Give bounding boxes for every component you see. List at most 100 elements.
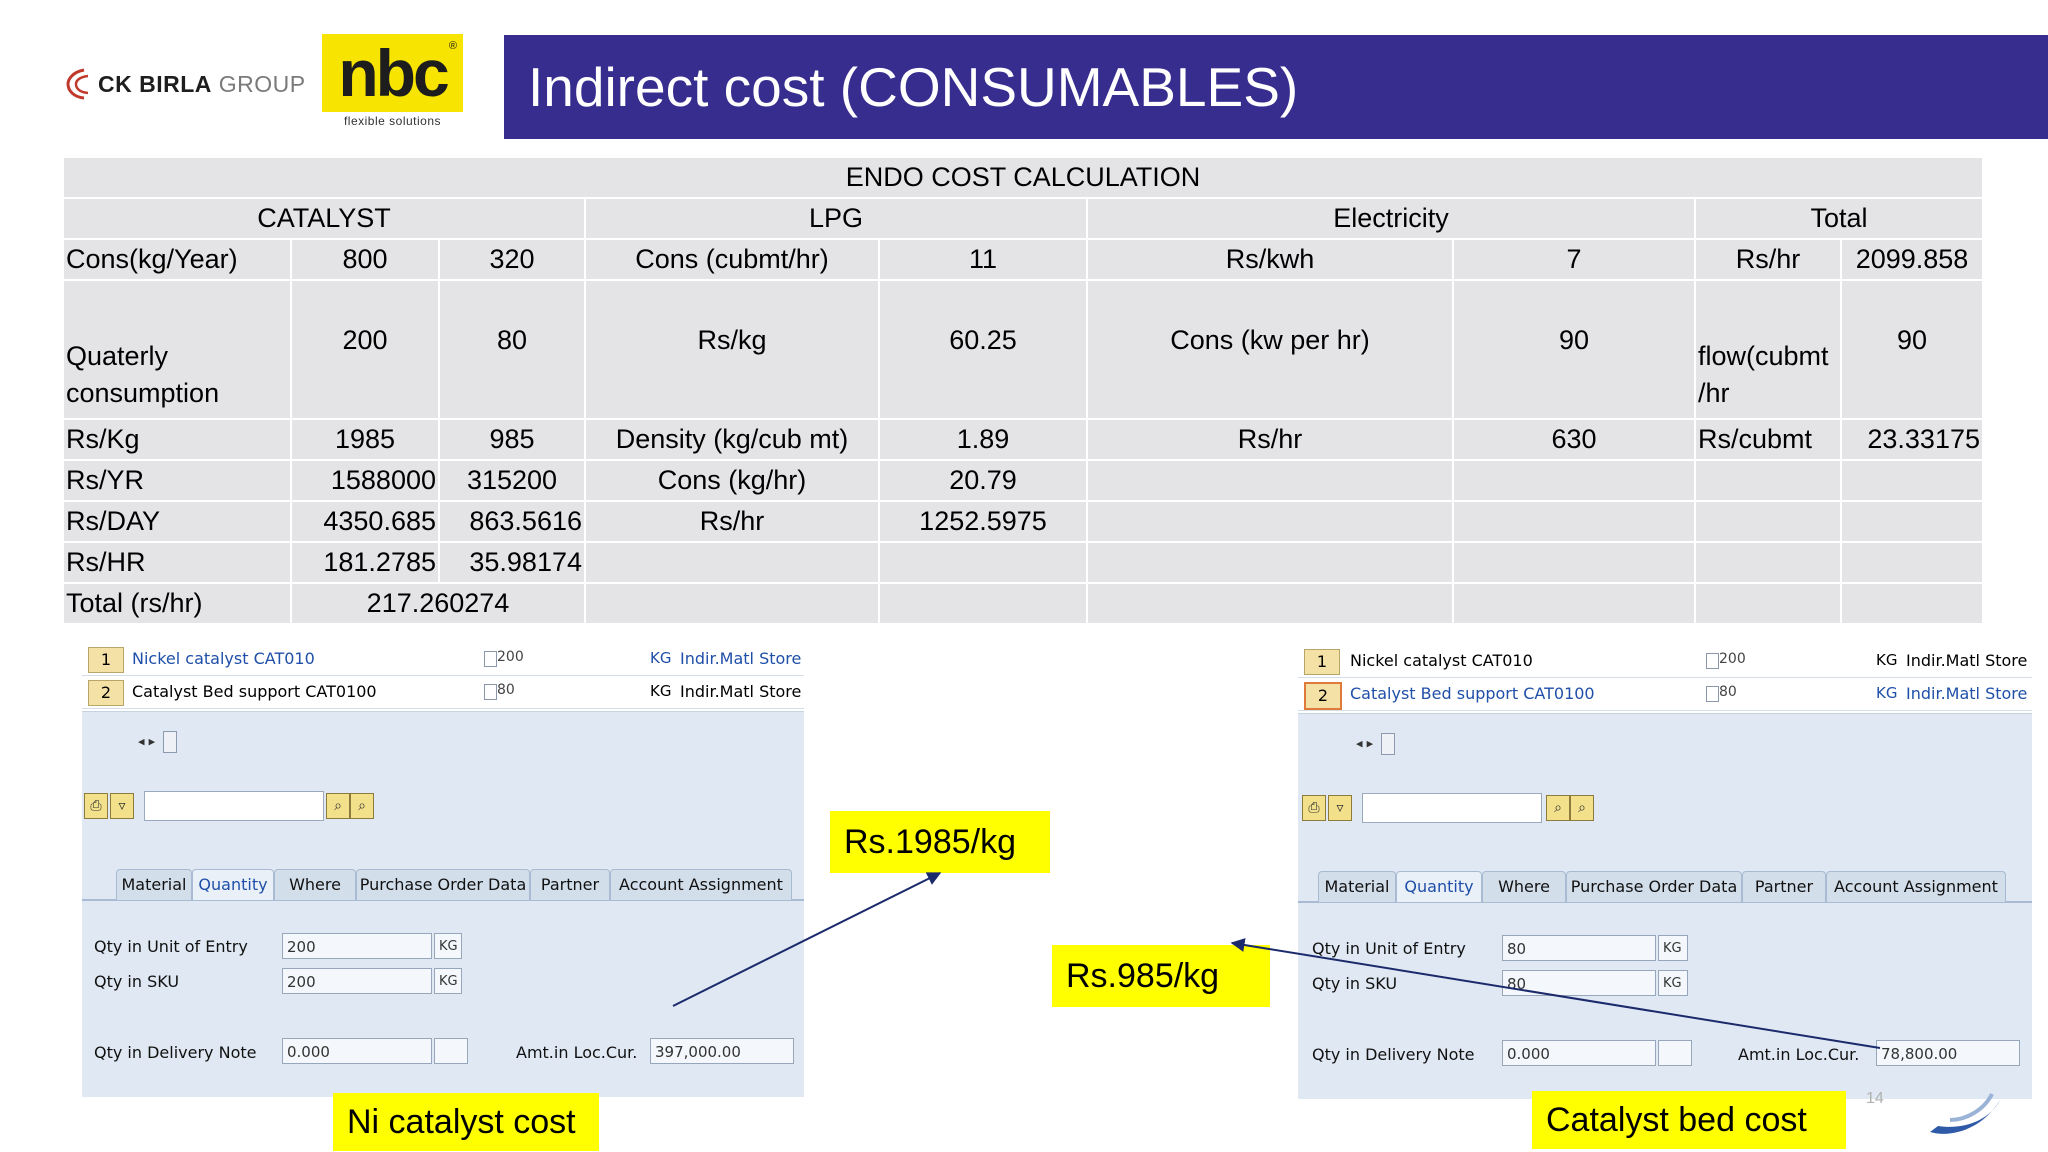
callout-catalyst-bed-cost: Catalyst bed cost xyxy=(1532,1091,1846,1149)
checkbox[interactable] xyxy=(484,651,497,667)
table-cell xyxy=(1840,541,1984,584)
quantity-cell: 200 xyxy=(1719,651,1746,667)
table-cell: Rs/cubmt xyxy=(1694,418,1842,461)
table-row[interactable]: 1 Nickel catalyst CAT010 200 KG Indir.Ma… xyxy=(82,643,804,676)
nbc-logo: nbc ® flexible solutions xyxy=(322,34,463,131)
qty-sku-uom[interactable]: KG xyxy=(434,968,462,994)
tab-where[interactable]: Where xyxy=(1482,871,1566,902)
tab-strip: Material Quantity Where Purchase Order D… xyxy=(82,869,804,901)
grid-scroll-control[interactable]: ◂ ▸ xyxy=(138,731,178,753)
endo-cost-table: ENDO COST CALCULATION CATALYST LPG Elect… xyxy=(62,156,1984,625)
table-row-total: Total (rs/hr) 217.260274 xyxy=(62,582,1984,625)
table-cell: 800 xyxy=(290,238,440,281)
qty-sku-uom[interactable]: KG xyxy=(1658,970,1688,996)
find-input[interactable] xyxy=(144,791,324,821)
quantity-cell: 80 xyxy=(1719,684,1737,700)
table-cell: Rs/Kg xyxy=(62,418,292,461)
table-cell: 90 xyxy=(1452,279,1696,420)
toolbar: ⎙ ▿ ⌕ ⌕ xyxy=(82,789,804,823)
qty-delivery-note-uom[interactable] xyxy=(434,1038,468,1064)
qty-sku-label: Qty in SKU xyxy=(1312,974,1398,993)
table-cell xyxy=(1086,500,1454,543)
table-cell xyxy=(1840,500,1984,543)
material-cell: Catalyst Bed support CAT0100 xyxy=(1350,684,1595,703)
amount-local-currency-label: Amt.in Loc.Cur. xyxy=(1738,1045,1860,1064)
tab-purchase-order-data[interactable]: Purchase Order Data xyxy=(1566,871,1742,902)
tab-account-assignment[interactable]: Account Assignment xyxy=(1826,871,2006,902)
tab-quantity[interactable]: Quantity xyxy=(1396,871,1482,902)
table-cell xyxy=(1840,459,1984,502)
table-row[interactable]: 2 Catalyst Bed support CAT0100 80 KG Ind… xyxy=(82,676,804,709)
tab-partner[interactable]: Partner xyxy=(1742,871,1826,902)
tab-quantity[interactable]: Quantity xyxy=(192,869,274,900)
qty-delivery-note-field[interactable]: 0.000 xyxy=(282,1038,432,1064)
table-row: Rs/Kg 1985 985 Density (kg/cub mt) 1.89 … xyxy=(62,418,1984,461)
table-cell xyxy=(1452,500,1696,543)
table-cell: Rs/HR xyxy=(62,541,292,584)
filter-icon[interactable]: ▿ xyxy=(1328,795,1352,821)
find-next-icon[interactable]: ⌕ xyxy=(1570,795,1594,821)
qty-delivery-note-uom[interactable] xyxy=(1658,1040,1692,1066)
section-electricity: Electricity xyxy=(1086,197,1696,240)
checkbox[interactable] xyxy=(1706,686,1719,702)
table-cell: 320 xyxy=(438,238,586,281)
tab-account-assignment[interactable]: Account Assignment xyxy=(610,869,792,900)
find-input[interactable] xyxy=(1362,793,1542,823)
print-icon[interactable]: ⎙ xyxy=(1302,795,1326,821)
qty-unit-entry-label: Qty in Unit of Entry xyxy=(1312,939,1466,958)
uom-cell: KG xyxy=(1876,651,1898,669)
tab-partner[interactable]: Partner xyxy=(530,869,610,900)
table-cell xyxy=(1694,459,1842,502)
table-row[interactable]: 2 Catalyst Bed support CAT0100 80 KG Ind… xyxy=(1298,678,2032,711)
table-row: Cons(kg/Year) 800 320 Cons (cubmt/hr) 11… xyxy=(62,238,1984,281)
table-cell: 35.98174 xyxy=(438,541,586,584)
amount-local-currency-field[interactable]: 78,800.00 xyxy=(1876,1040,2020,1066)
qty-sku-label: Qty in SKU xyxy=(94,972,180,991)
title-bar: Indirect cost (CONSUMABLES) xyxy=(504,35,2048,139)
filter-icon[interactable]: ▿ xyxy=(110,793,134,819)
find-next-icon[interactable]: ⌕ xyxy=(350,793,374,819)
find-icon[interactable]: ⌕ xyxy=(326,793,350,819)
find-icon[interactable]: ⌕ xyxy=(1546,795,1570,821)
qty-delivery-note-field[interactable]: 0.000 xyxy=(1502,1040,1656,1066)
nbc-tagline: flexible solutions xyxy=(343,114,442,128)
table-cell: Cons(kg/Year) xyxy=(62,238,292,281)
qty-sku-field[interactable]: 200 xyxy=(282,968,432,994)
table-caption: ENDO COST CALCULATION xyxy=(62,156,1984,199)
plant-cell: Indir.Matl Store xyxy=(1906,651,2028,670)
tab-purchase-order-data[interactable]: Purchase Order Data xyxy=(356,869,530,900)
qty-delivery-note-label: Qty in Delivery Note xyxy=(94,1043,257,1062)
checkbox[interactable] xyxy=(484,684,497,700)
table-cell: 80 xyxy=(438,279,586,420)
qty-unit-entry-field[interactable]: 80 xyxy=(1502,935,1656,961)
checkbox[interactable] xyxy=(1706,653,1719,669)
qty-sku-field[interactable]: 80 xyxy=(1502,970,1656,996)
ck-logo-bold-text: CK BIRLA xyxy=(98,70,212,97)
table-cell xyxy=(1694,541,1842,584)
qty-unit-entry-uom[interactable]: KG xyxy=(434,933,462,959)
section-catalyst: CATALYST xyxy=(62,197,586,240)
table-cell: 60.25 xyxy=(878,279,1088,420)
qty-delivery-note-label: Qty in Delivery Note xyxy=(1312,1045,1475,1064)
ck-logo-group-text: GROUP xyxy=(211,70,306,97)
amount-local-currency-field[interactable]: 397,000.00 xyxy=(650,1038,794,1064)
grid-scroll-control[interactable]: ◂ ▸ xyxy=(1356,733,1396,755)
tab-where[interactable]: Where xyxy=(274,869,356,900)
plant-cell: Indir.Matl Store xyxy=(680,649,802,668)
table-cell xyxy=(1452,541,1696,584)
table-cell: 630 xyxy=(1452,418,1696,461)
sap-screenshot-right: 1 Nickel catalyst CAT010 200 KG Indir.Ma… xyxy=(1298,643,2032,1099)
table-row[interactable]: 1 Nickel catalyst CAT010 200 KG Indir.Ma… xyxy=(1298,645,2032,678)
total-row-value: 217.260274 xyxy=(290,582,586,625)
tab-material[interactable]: Material xyxy=(116,869,192,900)
tab-material[interactable]: Material xyxy=(1318,871,1396,902)
table-cell: Rs/kwh xyxy=(1086,238,1454,281)
qty-unit-entry-field[interactable]: 200 xyxy=(282,933,432,959)
row-number: 2 xyxy=(1304,682,1342,710)
item-grid: 1 Nickel catalyst CAT010 200 KG Indir.Ma… xyxy=(82,641,804,712)
qty-unit-entry-uom[interactable]: KG xyxy=(1658,935,1688,961)
callout-rs1985: Rs.1985/kg xyxy=(830,811,1050,873)
print-icon[interactable]: ⎙ xyxy=(84,793,108,819)
table-cell xyxy=(584,541,880,584)
corner-swirl-logo xyxy=(1930,1093,2000,1134)
